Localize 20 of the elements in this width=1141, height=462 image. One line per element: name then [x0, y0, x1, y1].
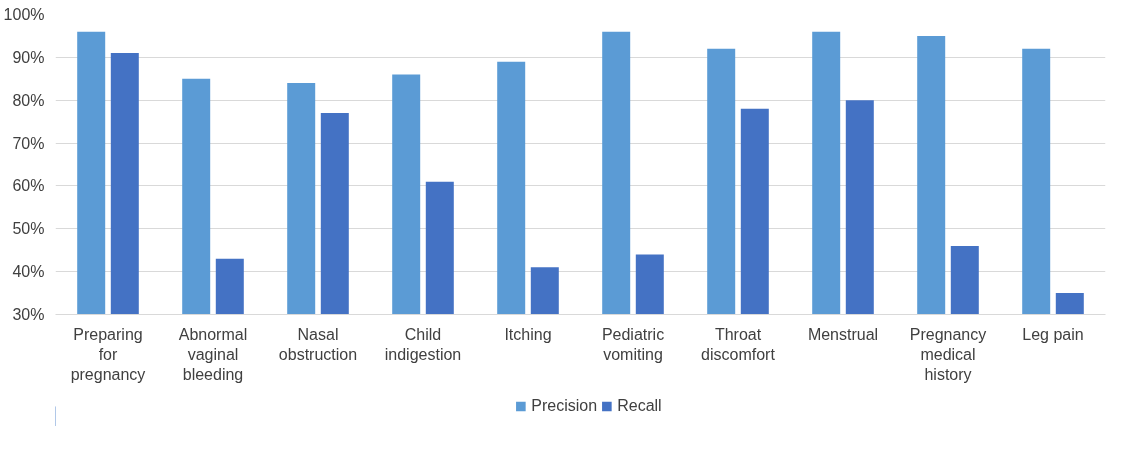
x-tick-label: Child indigestion: [384, 325, 462, 363]
x-tick-label: Menstrual: [807, 325, 879, 343]
x-tick-label: Preparing for pregnancy: [70, 325, 146, 384]
y-tick-label: 50%: [12, 220, 45, 238]
legend-label: Recall: [617, 397, 662, 415]
y-tick-label: 100%: [3, 6, 45, 23]
y-tick-label: 30%: [12, 306, 45, 323]
legend-label: Precision: [531, 397, 598, 415]
x-tick-label: Itching: [504, 325, 552, 343]
x-tick-label: Nasal obstruction: [278, 325, 358, 363]
y-tick-label: 40%: [12, 263, 45, 281]
x-tick-label: Leg pain: [1022, 325, 1084, 343]
y-tick-label: 70%: [12, 134, 45, 152]
x-tick-label: Abnormal vaginal bleeding: [178, 325, 248, 384]
x-tick-label: Throat discomfort: [701, 325, 776, 363]
x-tick-label: Pregnancy medical history: [909, 325, 987, 384]
y-tick-label: 60%: [12, 177, 45, 195]
y-tick-label: 90%: [12, 48, 45, 66]
x-tick-label: Pediatric vomiting: [601, 325, 665, 363]
y-tick-label: 80%: [12, 91, 45, 109]
